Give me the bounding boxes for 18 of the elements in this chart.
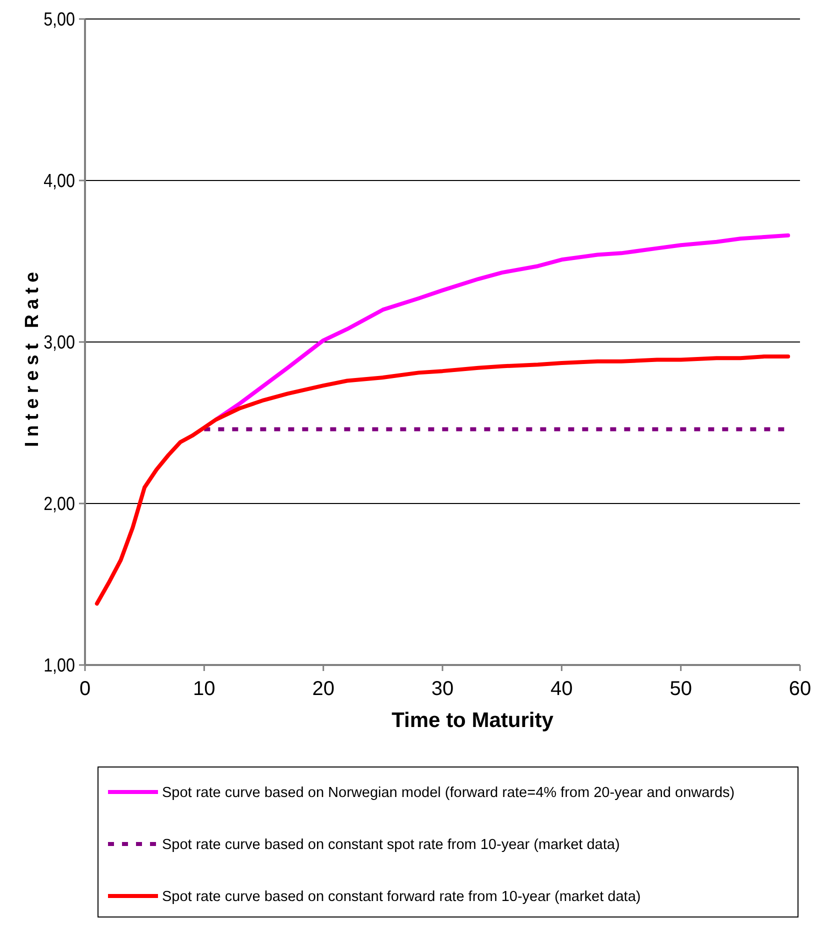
- y-axis-title: Interest Rate: [22, 266, 43, 448]
- y-tick-label: 5,00: [44, 8, 76, 30]
- x-tick-label: 50: [670, 678, 692, 700]
- x-tick-label: 40: [550, 678, 573, 700]
- legend-label: Spot rate curve based on constant forward rate from 10-year (market data): [162, 889, 641, 906]
- x-tick-label: 10: [193, 678, 216, 700]
- x-tick-label: 60: [788, 678, 812, 700]
- legend-label: Spot rate curve based on Norwegian model (forward rate=4% from 20-year and onwards): [162, 785, 735, 802]
- x-tick-label: 20: [312, 678, 334, 700]
- x-tick-label: 30: [431, 678, 454, 700]
- y-tick-label: 1,00: [44, 654, 76, 676]
- y-tick-label: 2,00: [44, 492, 76, 514]
- x-tick-label: 0: [79, 678, 91, 700]
- x-axis-title: Time to Maturity: [392, 709, 554, 732]
- y-tick-label: 4,00: [44, 170, 76, 192]
- y-tick-label: 3,00: [44, 331, 76, 353]
- legend-label: Spot rate curve based on constant spot rate from 10-year (market data): [162, 837, 620, 854]
- line-series: [94, 354, 790, 606]
